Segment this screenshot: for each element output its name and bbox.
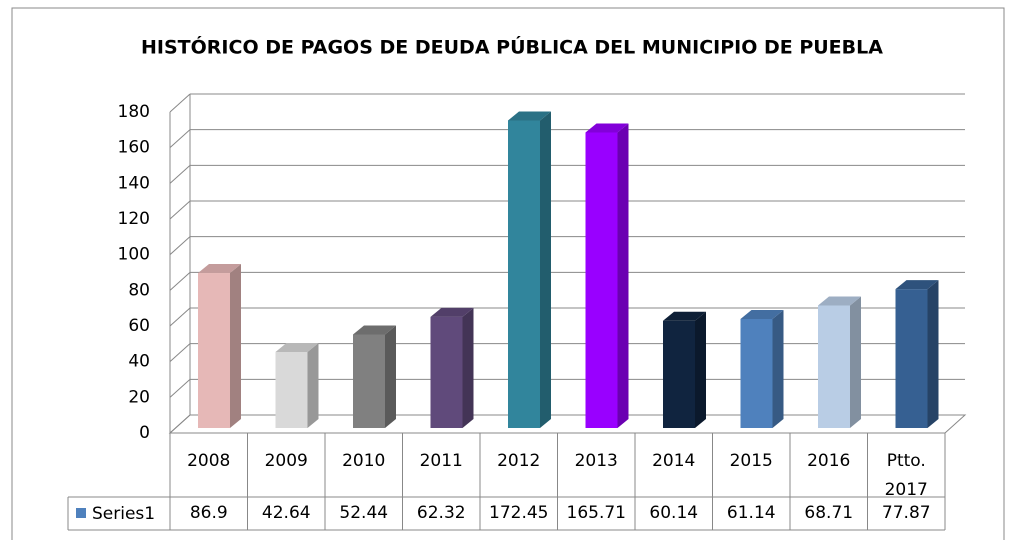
data-label: 60.14 [649,503,699,523]
x-tick-label: 2012 [497,451,541,471]
data-label: 172.45 [489,503,549,523]
bar-top [663,311,706,321]
bar-side [385,325,396,428]
chart-title: HISTÓRICO DE PAGOS DE DEUDA PÚBLICA DEL … [141,35,883,59]
bar-side [927,280,939,428]
x-tick-label: 2008 [187,451,231,471]
grid-line [169,200,191,220]
grid-line [169,164,191,184]
bar-top [740,309,784,319]
bar-front [663,320,695,428]
bar-front [895,289,928,428]
y-tick-label: 60 [128,316,150,336]
y-tick-label: 160 [118,138,150,158]
grid-line [169,378,191,398]
bar-top [198,264,241,274]
bar-side [695,311,706,428]
bar-top [353,325,396,335]
bar-front [275,351,308,428]
bar-side [772,309,784,428]
bar-side [617,123,629,429]
data-label: 61.14 [726,503,776,523]
bar-top [508,111,551,121]
bar-side [230,264,241,428]
x-tick-label: 2009 [264,451,308,471]
y-tick-label: 180 [118,102,150,122]
x-tick-label: 2014 [652,451,696,471]
bar-side [307,342,319,428]
bar-front [818,305,850,428]
data-label: 165.71 [566,503,626,523]
x-tick-label: 2010 [342,451,386,471]
bar-top [895,280,939,290]
x-tick-label: 2016 [807,451,851,471]
y-tick-label: 40 [128,352,150,372]
data-label: 68.71 [804,503,854,523]
grid-line [169,93,191,113]
x-tick-label: 2011 [419,451,463,471]
bar-front [430,316,463,428]
y-tick-label: 0 [139,423,150,443]
y-tick-label: 80 [128,280,150,300]
bar-top [818,296,861,306]
y-tick-label: 100 [118,245,150,265]
bar-front [585,132,618,428]
x-tick-label: 2015 [729,451,773,471]
x-tick-label: Ptto. 2017 [884,451,928,500]
grid-line [169,343,191,363]
x-tick-label: 2013 [574,451,618,471]
bar-front [740,318,773,428]
bar-front [353,334,385,428]
y-tick-label: 120 [118,209,150,229]
bar-side [850,296,861,428]
y-tick-label: 20 [128,387,150,407]
bar-front [508,120,540,428]
bar-top [275,342,319,352]
bar-side [540,111,551,428]
legend-label: Series1 [92,504,155,524]
bar-front [198,273,230,428]
grid-line [169,307,191,327]
data-label: 52.44 [339,503,389,523]
bar-top [430,307,474,317]
data-label: 42.64 [261,503,311,523]
data-label: 86.9 [189,503,228,523]
grid-line [169,414,191,434]
bar-side [462,307,474,428]
data-label: 62.32 [416,503,466,523]
grid-line [169,129,191,149]
grid-line [169,236,191,256]
grid-line [169,271,191,291]
bar-top [585,123,629,133]
data-label: 77.87 [881,503,931,523]
legend-swatch [76,508,86,518]
y-tick-label: 140 [118,173,150,193]
